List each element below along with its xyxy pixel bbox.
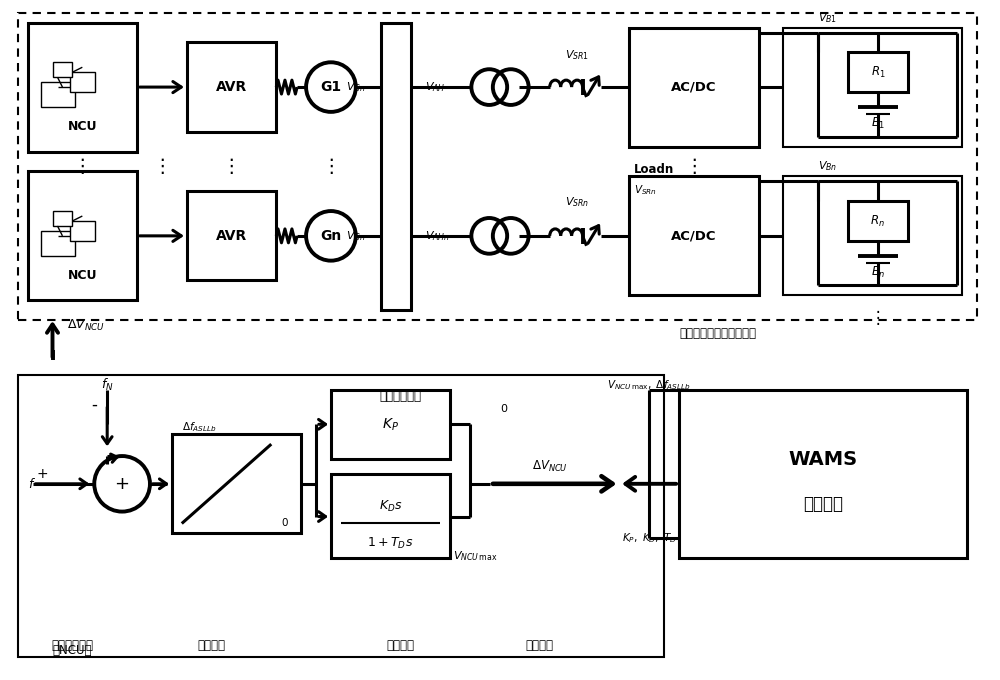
Bar bbox=[629, 28, 759, 147]
Bar bbox=[783, 28, 962, 147]
Bar bbox=[187, 191, 276, 280]
Text: 0: 0 bbox=[500, 405, 507, 414]
Text: $K_P$: $K_P$ bbox=[382, 416, 399, 432]
Text: $V_{Gn}$: $V_{Gn}$ bbox=[346, 80, 366, 94]
Text: $R_n$: $R_n$ bbox=[870, 214, 885, 228]
Circle shape bbox=[94, 456, 150, 511]
Bar bbox=[331, 390, 450, 459]
Bar bbox=[783, 176, 962, 295]
Text: -: - bbox=[91, 396, 97, 413]
Text: 孤立电网电力系统结构图: 孤立电网电力系统结构图 bbox=[679, 327, 756, 340]
Bar bbox=[172, 435, 301, 533]
Text: $V_{AHn}$: $V_{AHn}$ bbox=[425, 229, 451, 243]
Text: ⋮: ⋮ bbox=[684, 157, 704, 176]
Bar bbox=[848, 201, 908, 241]
Text: 比例放大环节: 比例放大环节 bbox=[380, 390, 422, 403]
Text: +: + bbox=[37, 467, 48, 481]
Text: $1+T_D s$: $1+T_D s$ bbox=[367, 536, 414, 551]
Text: AC/DC: AC/DC bbox=[671, 81, 717, 94]
Bar bbox=[70, 221, 95, 241]
Bar bbox=[18, 13, 977, 320]
Text: NCU: NCU bbox=[68, 120, 97, 133]
Text: 网络控制单元: 网络控制单元 bbox=[51, 639, 93, 652]
Text: AC/DC: AC/DC bbox=[671, 229, 717, 242]
Text: $K_P,\ K_D,\ T_D$: $K_P,\ K_D,\ T_D$ bbox=[622, 532, 677, 545]
Text: AVR: AVR bbox=[216, 80, 247, 94]
Text: 0: 0 bbox=[281, 518, 288, 528]
Text: $V_{SRn}$: $V_{SRn}$ bbox=[634, 184, 657, 197]
Text: $E_1$: $E_1$ bbox=[871, 116, 885, 131]
Text: （NCU）: （NCU） bbox=[53, 645, 92, 658]
Text: $V_{NCU\,\max},\ \Delta f_{ASLLb}$: $V_{NCU\,\max},\ \Delta f_{ASLLb}$ bbox=[607, 377, 691, 392]
Text: $E_n$: $E_n$ bbox=[871, 265, 885, 280]
Text: $R_1$: $R_1$ bbox=[871, 65, 885, 80]
Text: +: + bbox=[115, 475, 130, 493]
Bar bbox=[70, 72, 95, 92]
Bar bbox=[187, 42, 276, 132]
Text: 控制主站: 控制主站 bbox=[803, 494, 843, 513]
Text: $\Delta V_{NCU}$: $\Delta V_{NCU}$ bbox=[532, 459, 568, 474]
Bar bbox=[679, 390, 967, 558]
Text: $V_{Bn}$: $V_{Bn}$ bbox=[818, 160, 838, 173]
Text: AVR: AVR bbox=[216, 229, 247, 243]
Bar bbox=[28, 171, 137, 301]
Circle shape bbox=[306, 211, 356, 260]
Text: $f_N$: $f_N$ bbox=[101, 377, 114, 392]
Bar bbox=[41, 82, 75, 107]
Text: Loadn: Loadn bbox=[634, 163, 675, 176]
Text: ⋮: ⋮ bbox=[152, 157, 172, 176]
Text: ⋮: ⋮ bbox=[222, 157, 241, 176]
Text: $V_{AH}$: $V_{AH}$ bbox=[425, 80, 446, 94]
Text: ⋮: ⋮ bbox=[870, 309, 886, 327]
Text: $f$: $f$ bbox=[28, 477, 36, 491]
Bar bbox=[629, 176, 759, 295]
Bar bbox=[331, 474, 450, 558]
Text: $V_{Gn}$: $V_{Gn}$ bbox=[346, 229, 366, 243]
Text: 隔直环节: 隔直环节 bbox=[387, 639, 415, 652]
Bar bbox=[52, 63, 72, 77]
Text: Gn: Gn bbox=[320, 229, 342, 243]
Bar bbox=[52, 211, 72, 226]
Text: $V_{NCU\,\max}$: $V_{NCU\,\max}$ bbox=[453, 549, 497, 563]
Bar bbox=[28, 22, 137, 152]
Text: $V_{SRn}$: $V_{SRn}$ bbox=[565, 195, 589, 209]
Bar bbox=[41, 231, 75, 256]
Text: NCU: NCU bbox=[68, 269, 97, 282]
Text: $V_{B1}$: $V_{B1}$ bbox=[818, 11, 837, 24]
Circle shape bbox=[306, 63, 356, 112]
Text: $\Delta V_{NCU}$: $\Delta V_{NCU}$ bbox=[67, 318, 105, 333]
Text: ⋮: ⋮ bbox=[321, 157, 341, 176]
Bar bbox=[381, 22, 411, 310]
Text: WAMS: WAMS bbox=[789, 449, 858, 469]
Text: 死区环节: 死区环节 bbox=[198, 639, 226, 652]
Text: $K_D s$: $K_D s$ bbox=[379, 499, 402, 514]
Text: G1: G1 bbox=[320, 80, 342, 94]
Bar bbox=[848, 52, 908, 92]
Text: ⋮: ⋮ bbox=[73, 157, 92, 176]
Text: 限幅环节: 限幅环节 bbox=[526, 639, 554, 652]
Text: $\Delta f_{ASLLb}$: $\Delta f_{ASLLb}$ bbox=[182, 420, 216, 435]
Text: $V_{SR1}$: $V_{SR1}$ bbox=[565, 48, 589, 63]
Bar bbox=[18, 375, 664, 658]
